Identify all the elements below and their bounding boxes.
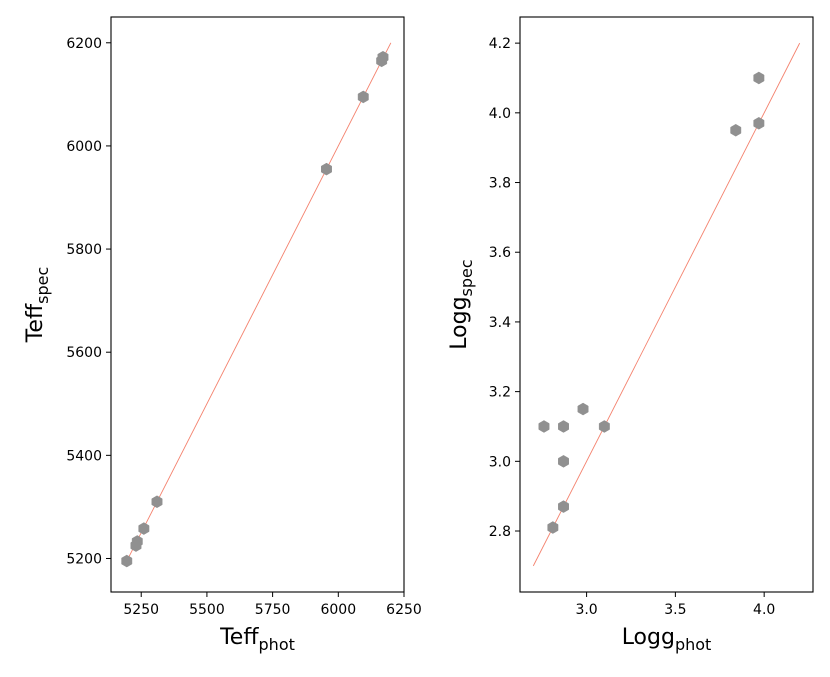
axes-frame: [519, 16, 814, 593]
data-point-9: [753, 71, 765, 85]
data-point-3: [558, 455, 569, 468]
y-tick-label-5: 3.8: [489, 176, 511, 192]
x-tick-label-2: 4.0: [753, 602, 775, 618]
y-axis-title: Loggspec: [447, 259, 476, 349]
y-tick-label-1: 3.0: [489, 454, 511, 470]
x-axis-title: Loggphot: [622, 625, 712, 654]
data-point-0: [121, 554, 133, 568]
y-tick-label-4: 6000: [66, 139, 102, 155]
data-point-5: [577, 402, 589, 416]
y-tick-label-6: 4.0: [489, 106, 511, 122]
teff-panel: 5250 5500 5750 6000 6250 5200 5400 5600 5800 6000…: [23, 16, 422, 654]
data-point-6: [357, 90, 369, 104]
logg-panel: 3.0 3.5 4.02.83.03.23.43.63.84.04.2Loggpho…: [447, 16, 814, 654]
data-point-2: [131, 535, 143, 548]
x-tick-label-2: 5750: [255, 602, 291, 618]
y-tick-label-2: 3.2: [489, 385, 511, 401]
x-axis-title: Teffphot: [219, 625, 295, 654]
x-tick-label-4: 6250: [386, 602, 422, 618]
reference-line: [126, 42, 392, 562]
y-tick-label-4: 3.6: [489, 245, 511, 261]
data-point-1: [547, 521, 559, 534]
x-tick-label-0: 3.0: [575, 602, 597, 618]
y-tick-label-7: 4.2: [489, 36, 511, 52]
data-point-5: [321, 162, 332, 176]
data-point-3: [138, 522, 150, 535]
data-point-8: [377, 50, 389, 64]
data-point-6: [598, 420, 610, 433]
y-axis-title-subscript: spec: [457, 259, 476, 296]
x-tick-label-1: 5500: [189, 602, 225, 618]
reference-line: [532, 42, 801, 567]
y-tick-label-5: 6200: [66, 36, 102, 52]
data-point-7: [730, 123, 742, 137]
x-axis-title-main: Logg: [622, 625, 675, 650]
x-tick-label-3: 6000: [320, 602, 356, 618]
x-axis-title-subscript: phot: [675, 635, 711, 654]
x-axis-title-main: Teff: [219, 625, 259, 650]
y-axis-title-main: Logg: [447, 296, 472, 349]
y-tick-label-3: 3.4: [489, 315, 511, 331]
axes-frame: [110, 16, 405, 593]
x-axis-title-subscript: phot: [259, 635, 295, 654]
y-axis-title-subscript: spec: [33, 267, 52, 304]
y-tick-label-1: 5400: [66, 448, 102, 464]
data-point-4: [151, 495, 163, 509]
y-tick-label-0: 5200: [66, 551, 102, 567]
y-tick-label-0: 2.8: [489, 524, 511, 540]
data-point-4: [558, 420, 569, 433]
x-tick-label-0: 5250: [123, 602, 159, 618]
data-point-8: [753, 117, 765, 130]
x-tick-label-1: 3.5: [664, 602, 686, 618]
y-tick-label-3: 5800: [66, 242, 102, 258]
y-axis-title: Teffspec: [23, 267, 52, 344]
y-axis-title-main: Teff: [23, 303, 48, 343]
data-point-0: [538, 420, 550, 433]
y-tick-label-2: 5600: [66, 345, 102, 361]
data-point-2: [558, 500, 569, 513]
